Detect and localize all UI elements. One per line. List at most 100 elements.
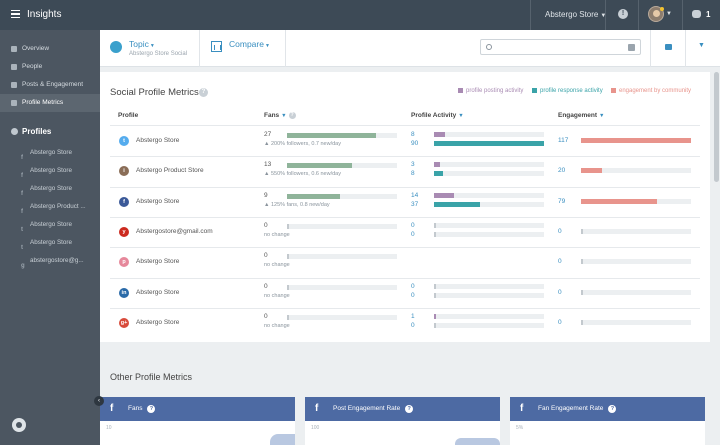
calendar-icon[interactable] [628, 44, 635, 51]
column-header-engagement[interactable]: Engagement ▼ [558, 112, 604, 119]
response-count: 8 [411, 170, 415, 178]
table-row[interactable]: in Abstergo Store 0 no change 0 0 0 [100, 279, 710, 309]
compare-dropdown[interactable]: Compare▼ [229, 39, 270, 49]
hamburger-menu-icon[interactable] [11, 10, 20, 18]
home-icon [11, 46, 17, 52]
divider [110, 186, 700, 188]
sidebar-profile[interactable]: f Abstergo Product ... [0, 198, 100, 216]
sidebar-profile[interactable]: f Abstergo Store [0, 162, 100, 180]
chevron-down-icon[interactable]: ▼ [698, 42, 705, 49]
scrollbar[interactable] [714, 72, 719, 182]
fans-change: no change [264, 292, 290, 299]
engagement-bar [581, 289, 583, 295]
table-row[interactable]: y Abstergostore@gmail.com 0 no change 0 0 0 [100, 218, 710, 248]
sidebar-item-posts-engagement[interactable]: Posts & Engagement [0, 76, 100, 94]
search-input[interactable] [480, 39, 641, 55]
linkedin-icon: in [119, 287, 129, 298]
table-row[interactable]: f Abstergo Store 9 ▲ 125% fans, 0.8 new/day… [100, 188, 710, 218]
fans-bar-track [287, 254, 397, 260]
help-icon[interactable]: ? [288, 112, 296, 119]
engagement-bar-track [581, 319, 691, 325]
sidebar-profile[interactable]: g abstergostore@g... [0, 252, 100, 270]
chat-icon[interactable] [692, 10, 701, 18]
sidebar-profile-label: abstergostore@g... [30, 257, 84, 264]
collapse-sidebar-icon[interactable]: ‹ [94, 396, 104, 406]
sidebar-profile[interactable]: f Abstergo Store [0, 180, 100, 198]
sidebar-profile[interactable]: t Abstergo Store [0, 216, 100, 234]
posting-count: 3 [411, 161, 415, 169]
table-row[interactable]: p Abstergo Store 0 no change 0 [100, 248, 710, 278]
metric-card-label: Fan Engagement Rate? [538, 405, 617, 413]
column-header-activity[interactable]: Profile Activity ▼ [411, 112, 464, 119]
fans-count: 27 [264, 131, 272, 138]
topic-subtitle: Abstergo Store Social [129, 51, 188, 57]
response-bar [434, 231, 436, 237]
top-bar: Insights Abstergo Store ▼ ! ▼ 1 [0, 0, 720, 30]
profile-name: Abstergo Store [136, 318, 180, 326]
legend-swatch [611, 88, 616, 93]
help-icon[interactable]: ? [199, 88, 208, 97]
sidebar-item-people[interactable]: People [0, 58, 100, 76]
engagement-count: 117 [558, 137, 569, 144]
sort-down-icon[interactable]: ▼ [458, 113, 464, 119]
sidebar-profile[interactable]: t Abstergo Store [0, 234, 100, 252]
fans-bar-track [287, 223, 397, 229]
posting-bar-track [434, 283, 544, 289]
sidebar-item-label: People [22, 63, 43, 70]
divider [682, 0, 683, 30]
response-bar [434, 201, 481, 207]
metric-card-header: f Fan Engagement Rate? [510, 397, 705, 421]
response-bar-track [434, 141, 544, 146]
facebook-icon: f [315, 403, 319, 414]
help-icon[interactable]: ? [405, 405, 414, 413]
table-row[interactable]: t Abstergo Store 27 ▲ 200% followers, 0.7 n… [100, 127, 710, 157]
posting-bar [434, 162, 440, 168]
facebook-icon: f [21, 191, 23, 197]
fans-count: 0 [264, 282, 268, 290]
help-icon[interactable]: ? [608, 405, 617, 413]
table-row[interactable]: g+ Abstergo Store 0 no change 1 0 0 [100, 309, 710, 339]
fans-bar-track [287, 284, 397, 290]
sidebar-item-overview[interactable]: Overview [0, 40, 100, 58]
account-switcher[interactable]: Abstergo Store ▼ [545, 10, 606, 19]
posting-count: 0 [411, 282, 415, 290]
sort-down-icon[interactable]: ▼ [599, 113, 605, 119]
person-icon [11, 64, 17, 70]
info-icon[interactable]: ! [618, 9, 628, 19]
fans-bar [287, 223, 289, 229]
fans-bar [287, 193, 340, 199]
sidebar-item-profile-metrics[interactable]: Profile Metrics [0, 94, 100, 112]
profile-name: Abstergo Store [136, 197, 180, 205]
app-title: Insights [27, 9, 62, 20]
sort-down-icon[interactable]: ▼ [281, 113, 287, 120]
column-header-label: Engagement [558, 112, 598, 119]
fans-count: 9 [264, 191, 268, 199]
chevron-down-icon: ▼ [264, 43, 270, 49]
sidebar-profile[interactable]: f Abstergo Store [0, 144, 100, 162]
engagement-bar [581, 138, 691, 143]
help-icon[interactable]: ? [147, 405, 156, 413]
posting-bar [434, 283, 436, 289]
legend-item: profile response activity [532, 88, 603, 94]
folder-icon[interactable] [665, 44, 672, 50]
twitter-icon: t [119, 136, 129, 146]
engagement-bar-track [581, 289, 691, 295]
metric-card-header: f Fans? [100, 397, 295, 421]
profile-name: Abstergostore@gmail.com [136, 227, 213, 235]
topic-dropdown[interactable]: Topic▼ [129, 39, 155, 49]
posting-bar [434, 313, 436, 319]
fans-count: 0 [264, 221, 268, 229]
facebook-icon: f [21, 209, 23, 215]
engagement-bar [581, 168, 602, 174]
posting-count: 8 [411, 131, 415, 138]
table-row[interactable]: i Abstergo Product Store 13 ▲ 550% follower… [100, 157, 710, 187]
metric-card-post-engagement-rate: f Post Engagement Rate? 100 [305, 397, 500, 445]
engagement-bar [581, 319, 583, 325]
column-header-fans[interactable]: Fans ▼? [264, 112, 296, 119]
globe-icon[interactable] [12, 418, 26, 432]
youtube-icon: y [119, 226, 129, 237]
posting-count: 0 [411, 221, 415, 229]
divider [110, 156, 700, 158]
chevron-down-icon[interactable]: ▼ [666, 11, 672, 17]
column-header-label: Profile Activity [411, 112, 457, 119]
